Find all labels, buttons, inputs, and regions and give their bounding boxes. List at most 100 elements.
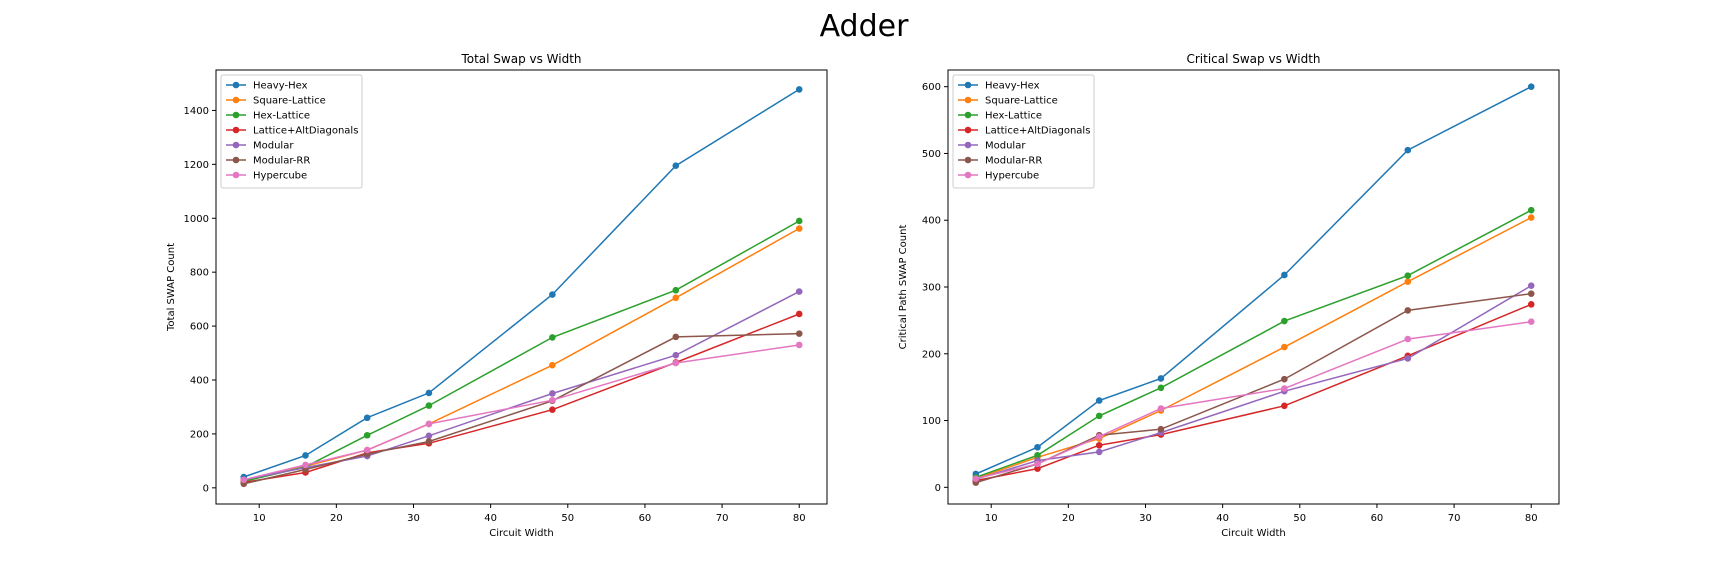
- legend-box: [952, 74, 1095, 189]
- y-tick-label: 200: [922, 349, 941, 360]
- data-point: [672, 294, 680, 302]
- data-point: [1404, 355, 1412, 362]
- legend-marker: [232, 111, 240, 119]
- data-point: [795, 225, 803, 232]
- data-point: [1404, 335, 1412, 343]
- legend-label: Square-Lattice: [253, 96, 326, 107]
- data-point: [549, 334, 556, 341]
- data-point: [1281, 375, 1288, 383]
- x-tick-label: 10: [253, 513, 266, 524]
- legend-marker: [964, 111, 972, 119]
- legend-marker: [964, 156, 972, 164]
- data-point: [1095, 397, 1103, 404]
- y-tick-label: 400: [190, 376, 209, 387]
- data-point: [672, 286, 680, 294]
- legend-label: Heavy-Hex: [985, 81, 1040, 92]
- data-point: [1095, 448, 1103, 456]
- data-point: [672, 162, 680, 169]
- legend-label: Lattice+AltDiagonals: [985, 126, 1090, 137]
- data-point: [425, 432, 433, 440]
- data-point: [972, 475, 980, 482]
- y-tick-label: 300: [922, 283, 941, 294]
- y-tick-label: 1400: [184, 106, 209, 117]
- legend-label: Modular-RR: [253, 156, 310, 167]
- y-tick-label: 200: [190, 429, 209, 440]
- data-point: [363, 431, 371, 439]
- x-tick-label: 30: [407, 513, 420, 524]
- data-point: [302, 466, 309, 473]
- data-point: [795, 86, 803, 93]
- data-point: [1527, 290, 1535, 297]
- x-tick-label: 80: [1525, 513, 1538, 524]
- data-point: [425, 438, 433, 445]
- data-point: [1527, 282, 1535, 289]
- data-point: [302, 452, 309, 459]
- legend-label: Heavy-Hex: [253, 81, 308, 92]
- legend-label: Hex-Lattice: [253, 111, 310, 122]
- x-tick-label: 60: [639, 513, 652, 524]
- y-tick-label: 1000: [184, 214, 209, 225]
- series-hypercube: [972, 318, 1535, 482]
- legend-marker: [232, 96, 240, 104]
- legend-label: Hypercube: [253, 171, 307, 182]
- chart-title: Total Swap vs Width: [460, 52, 581, 66]
- x-tick-label: 80: [793, 513, 806, 524]
- y-tick-label: 600: [922, 82, 941, 93]
- legend-label: Modular: [985, 141, 1026, 152]
- data-point: [549, 396, 556, 404]
- data-point: [1527, 214, 1535, 221]
- legend-marker: [232, 141, 240, 149]
- data-point: [1527, 301, 1535, 308]
- legend-label: Lattice+AltDiagonals: [253, 126, 358, 137]
- data-point: [672, 333, 680, 341]
- legend-marker: [232, 81, 240, 89]
- data-point: [425, 402, 433, 409]
- legend-marker: [232, 156, 240, 164]
- data-point: [795, 330, 803, 337]
- legend-marker: [232, 171, 240, 179]
- data-point: [672, 359, 680, 367]
- legend-label: Hypercube: [985, 171, 1039, 182]
- legend: Heavy-Hex Square-Lattice Hex-Lattice Lattic…: [952, 74, 1095, 189]
- y-tick-label: 0: [203, 483, 209, 494]
- y-tick-label: 800: [190, 268, 209, 279]
- data-point: [795, 341, 803, 349]
- data-point: [1157, 425, 1165, 433]
- data-point: [1404, 146, 1412, 154]
- data-point: [1095, 433, 1103, 440]
- data-point: [302, 461, 309, 469]
- data-point: [549, 361, 556, 369]
- y-tick-label: 600: [190, 322, 209, 333]
- x-tick-label: 40: [484, 513, 497, 524]
- legend-marker: [964, 171, 972, 179]
- legend-marker: [964, 96, 972, 104]
- x-tick-label: 10: [985, 513, 998, 524]
- data-point: [363, 446, 371, 454]
- data-point: [1527, 83, 1535, 90]
- data-point: [1404, 278, 1412, 285]
- data-point: [795, 310, 803, 318]
- data-point: [1034, 460, 1041, 468]
- legend-label: Modular-RR: [985, 156, 1042, 167]
- legend-label: Modular: [253, 141, 294, 152]
- y-tick-label: 0: [935, 483, 941, 494]
- data-point: [1281, 343, 1288, 351]
- y-tick-label: 1200: [184, 160, 209, 171]
- legend-label: Square-Lattice: [985, 96, 1058, 107]
- legend-label: Hex-Lattice: [985, 111, 1042, 122]
- data-point: [240, 476, 248, 484]
- data-point: [1281, 271, 1288, 279]
- y-tick-label: 100: [922, 416, 941, 427]
- x-tick-label: 30: [1139, 513, 1152, 524]
- legend-marker: [964, 81, 972, 89]
- x-tick-label: 60: [1371, 513, 1384, 524]
- chart-title: Critical Swap vs Width: [1186, 52, 1320, 66]
- data-point: [1527, 318, 1535, 326]
- legend-marker: [964, 126, 972, 134]
- x-tick-label: 70: [1448, 513, 1461, 524]
- data-point: [1404, 307, 1412, 314]
- data-point: [363, 414, 371, 422]
- data-point: [425, 389, 433, 397]
